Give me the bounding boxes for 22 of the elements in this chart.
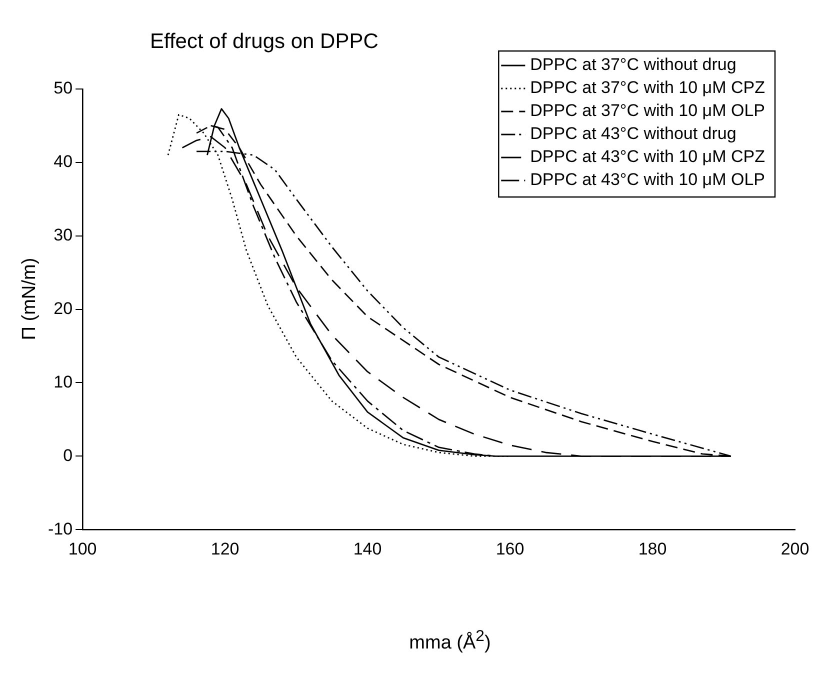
legend-label: DPPC at 37°C with 10 μM CPZ — [530, 78, 765, 98]
legend-label: DPPC at 43°C with 10 μM OLP — [530, 170, 766, 190]
legend-label: DPPC at 43°C without drug — [530, 124, 736, 144]
x-tick-label: 120 — [210, 539, 240, 558]
x-tick-label: 180 — [638, 539, 667, 558]
chart-title: Effect of drugs on DPPC — [150, 30, 378, 54]
x-tick-label: 100 — [68, 539, 97, 558]
y-tick-label: 10 — [54, 372, 73, 392]
y-tick-label: 20 — [54, 298, 73, 318]
x-tick-label: 160 — [496, 539, 524, 558]
x-axis-title: mma (Å$^{2}$) — [408, 628, 492, 654]
legend-label: DPPC at 37°C without drug — [530, 55, 736, 74]
legend-label: DPPC at 37°C with 10 μM OLP — [530, 101, 766, 120]
x-tick-label: 200 — [780, 539, 810, 558]
y-tick-label: 30 — [54, 226, 73, 245]
y-tick-label: 40 — [54, 152, 73, 172]
x-tick-label: 140 — [353, 539, 382, 558]
y-axis-title: Π (mN/m) — [19, 256, 41, 342]
legend-label: DPPC at 43°C with 10 μM CPZ — [530, 147, 765, 166]
y-tick-label: -10 — [48, 519, 73, 538]
y-tick-label: 0 — [63, 446, 73, 465]
y-tick-label: 50 — [54, 78, 73, 98]
